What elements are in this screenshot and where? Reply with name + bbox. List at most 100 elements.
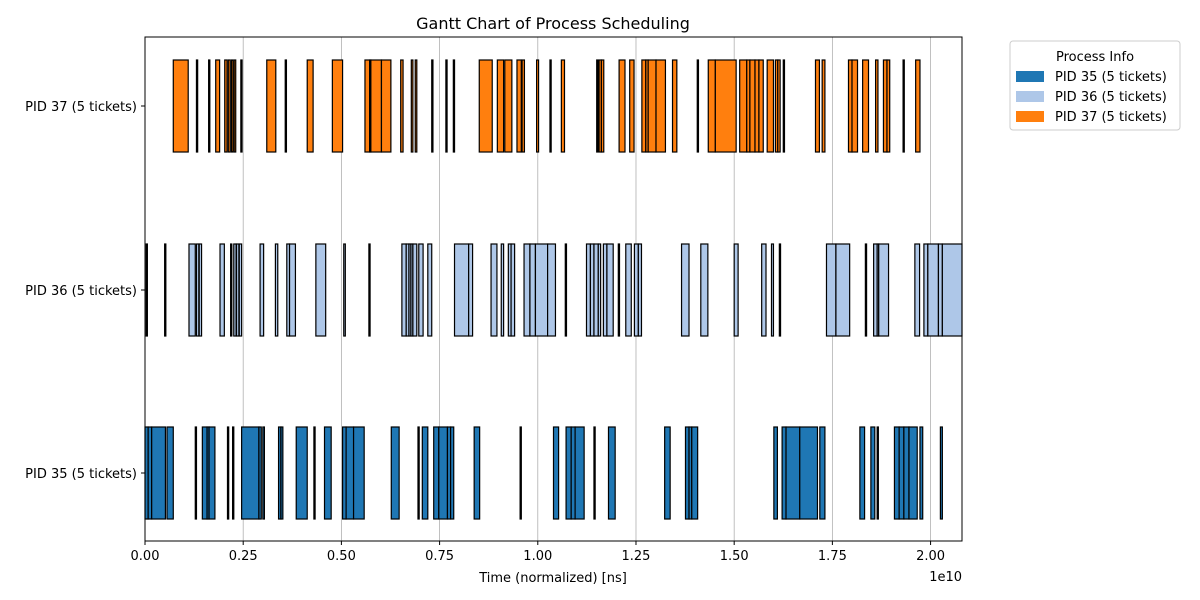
- x-tick-label: 0.50: [327, 549, 356, 564]
- gantt-bar: [761, 243, 767, 337]
- gantt-bar: [739, 59, 748, 153]
- gantt-bar: [238, 243, 243, 337]
- y-tick-label: PID 35 (5 tickets): [25, 467, 137, 482]
- legend-title: Process Info: [1056, 50, 1134, 65]
- gantt-bar: [874, 59, 879, 153]
- gantt-bar: [164, 243, 167, 337]
- gantt-bar: [478, 59, 493, 153]
- gantt-bar: [380, 59, 392, 153]
- x-tick-label: 1.50: [720, 549, 749, 564]
- gantt-bar: [490, 243, 498, 337]
- gantt-bar: [680, 243, 690, 337]
- gantt-bar: [596, 59, 599, 153]
- gantt-bar: [560, 59, 566, 153]
- gantt-bar: [233, 59, 237, 153]
- gantt-bar: [208, 426, 216, 520]
- gantt-bar: [295, 426, 308, 520]
- gantt-bar: [821, 59, 826, 153]
- gantt-bar: [418, 243, 424, 337]
- gantt-bar: [233, 243, 237, 337]
- gantt-bar: [696, 59, 700, 153]
- gantt-bar: [914, 243, 921, 337]
- legend: Process Info PID 35 (5 tickets) PID 36 (5…: [1009, 40, 1181, 131]
- gantt-bar: [262, 426, 266, 520]
- gantt-bar: [851, 59, 859, 153]
- gantt-bar: [819, 426, 826, 520]
- gantt-bar: [370, 59, 383, 153]
- gantt-bar: [552, 426, 560, 520]
- row-1-bars: [145, 243, 963, 337]
- gantt-bar: [227, 59, 231, 153]
- x-tick-label: 2.00: [916, 549, 945, 564]
- gantt-bar: [235, 243, 240, 337]
- gantt-bar: [266, 59, 277, 153]
- gantt-bar: [617, 243, 621, 337]
- gantt-bar: [707, 59, 716, 153]
- gantt-bar: [749, 59, 756, 153]
- gantt-bar: [412, 243, 418, 337]
- gantt-bar: [565, 426, 572, 520]
- y-axis-ticks: PID 37 (5 tickets) PID 36 (5 tickets) PID …: [25, 100, 145, 482]
- gantt-bar: [671, 59, 678, 153]
- gantt-bar: [230, 243, 233, 337]
- x-tick-label: 0.00: [131, 549, 160, 564]
- gantt-bar: [410, 59, 414, 153]
- gantt-bar: [625, 243, 632, 337]
- gantt-bar: [194, 426, 198, 520]
- gantt-bar: [799, 426, 819, 520]
- legend-swatch: [1016, 71, 1044, 82]
- gantt-bar: [400, 59, 404, 153]
- gantt-bar: [315, 243, 327, 337]
- gantt-bar: [427, 243, 433, 337]
- gantt-bar: [172, 59, 189, 153]
- gantt-bar: [166, 426, 174, 520]
- gantt-bar: [593, 426, 596, 520]
- gantt-bar: [919, 426, 924, 520]
- gantt-bar: [274, 243, 279, 337]
- gantt-bar: [593, 243, 599, 337]
- gantt-bar: [700, 243, 709, 337]
- gantt-bar: [145, 243, 148, 337]
- chart-title: Gantt Chart of Process Scheduling: [416, 14, 690, 33]
- gantt-bar: [714, 59, 737, 153]
- gantt-bar: [345, 426, 355, 520]
- gantt-bar: [195, 243, 200, 337]
- gantt-bar: [516, 59, 522, 153]
- gantt-bar: [280, 426, 284, 520]
- gantt-bar: [510, 243, 516, 337]
- legend-entry: PID 36 (5 tickets): [1055, 90, 1167, 105]
- gantt-bar: [902, 59, 905, 153]
- gantt-bar: [195, 59, 199, 153]
- legend-entry: PID 37 (5 tickets): [1055, 110, 1167, 125]
- gantt-bar: [500, 243, 505, 337]
- x-tick-label: 0.25: [229, 549, 258, 564]
- gantt-bar: [529, 243, 537, 337]
- row-2-bars: [144, 426, 943, 520]
- gantt-bar: [878, 243, 890, 337]
- gantt-bar: [323, 426, 332, 520]
- gantt-bar: [941, 243, 963, 337]
- gantt-bar: [637, 243, 643, 337]
- gantt-bar: [574, 426, 585, 520]
- gantt-bar: [390, 426, 400, 520]
- legend-items: PID 35 (5 tickets) PID 36 (5 tickets) PID …: [1016, 70, 1167, 125]
- gantt-bar: [758, 59, 764, 153]
- gantt-bar: [655, 59, 667, 153]
- gantt-bar: [778, 243, 782, 337]
- gantt-bar: [224, 59, 228, 153]
- gantt-bar: [825, 243, 837, 337]
- gantt-bar: [433, 426, 440, 520]
- gantt-bar: [417, 426, 420, 520]
- legend-box: [1009, 40, 1181, 131]
- x-tick-label: 0.75: [425, 549, 454, 564]
- gantt-bar: [600, 59, 605, 153]
- gantt-bar: [449, 426, 455, 520]
- gantt-bar: [352, 426, 365, 520]
- gantt-bar: [903, 426, 910, 520]
- gantt-bar: [468, 243, 474, 337]
- gantt-bar: [835, 243, 851, 337]
- gantt-bar: [201, 426, 208, 520]
- gantt-bar: [629, 59, 635, 153]
- legend-swatch: [1016, 91, 1044, 102]
